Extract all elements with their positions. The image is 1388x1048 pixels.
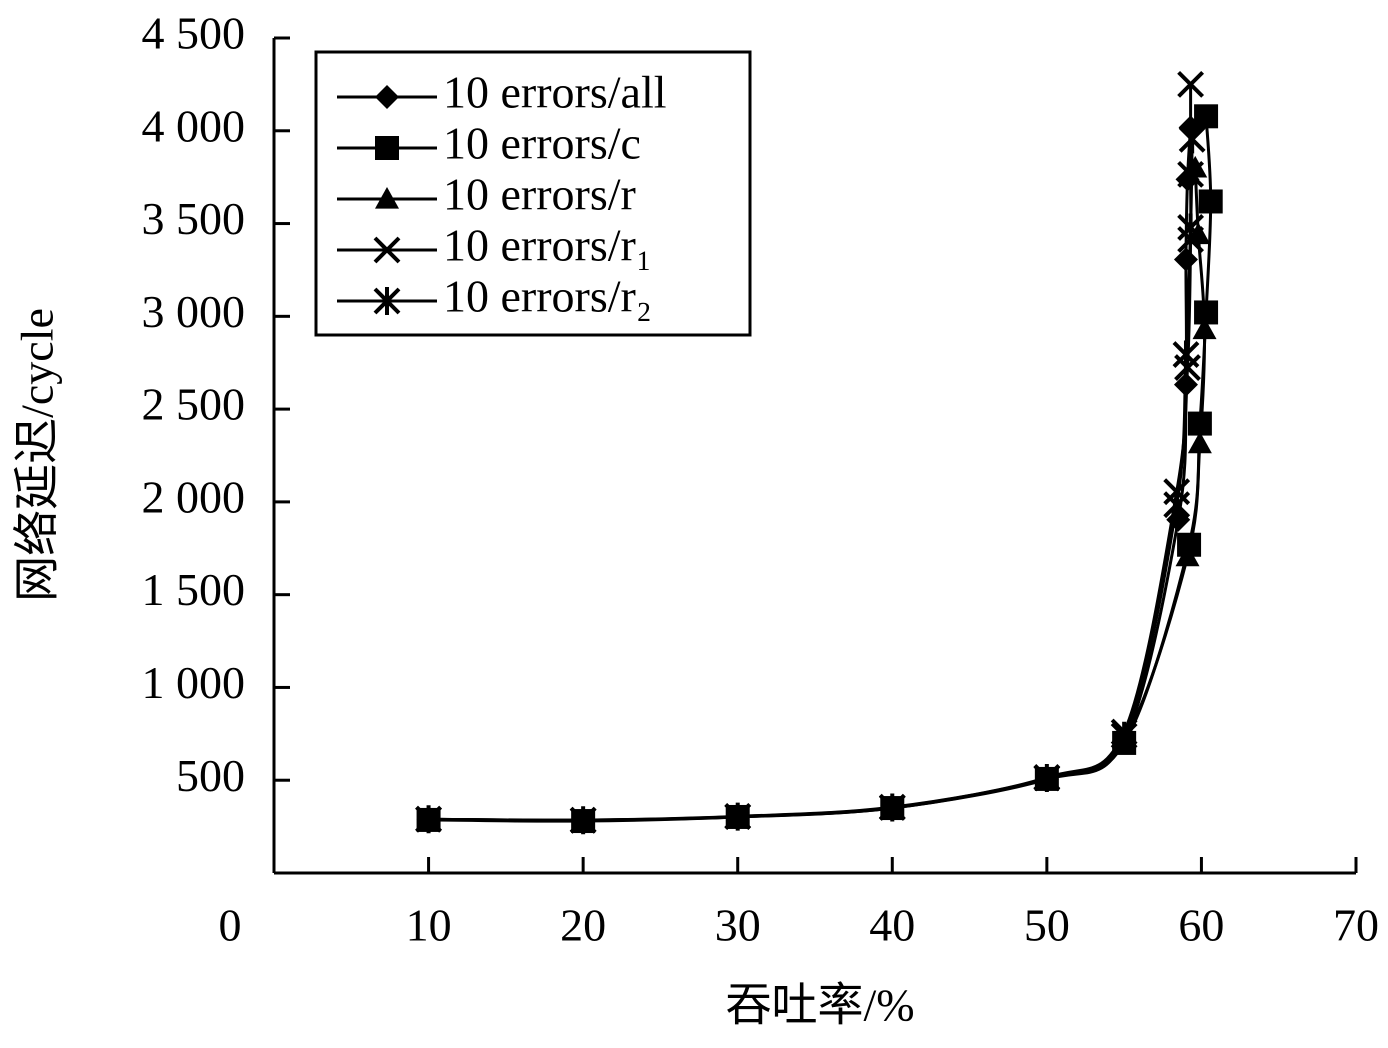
data-point (1172, 340, 1200, 369)
data-point (1033, 763, 1061, 792)
data-point (1173, 247, 1198, 272)
legend-marker (375, 85, 399, 109)
data-point (1177, 213, 1205, 242)
x-tick-label: 10 (406, 900, 452, 951)
legend-marker (375, 136, 399, 160)
y-tick-label: 1 000 (142, 657, 246, 708)
data-point (1194, 104, 1219, 129)
legend-label: 10 errors/c (443, 118, 641, 169)
x-tick-label: 0 (219, 900, 242, 951)
x-tick-label: 40 (869, 900, 915, 951)
x-axis-label: 吞吐率/% (725, 980, 914, 1031)
y-axis-label: 网络延迟/cycle (12, 308, 63, 602)
data-point (1187, 431, 1212, 454)
y-tick-label: 1 500 (142, 564, 246, 615)
x-tick-label: 50 (1024, 900, 1070, 951)
data-point (1178, 125, 1206, 154)
legend-label: 10 errors/r₂ (443, 271, 652, 322)
x-tick-label: 70 (1333, 900, 1379, 951)
y-tick-label: 500 (176, 750, 245, 801)
y-tick-label: 4 000 (142, 100, 246, 151)
y-tick-label: 3 000 (142, 286, 246, 337)
data-point (1198, 189, 1223, 214)
legend-marker (373, 287, 401, 315)
y-tick-label: 4 500 (142, 8, 246, 59)
data-point (724, 802, 752, 831)
x-tick-label: 60 (1178, 900, 1224, 951)
series-line (428, 139, 1194, 822)
data-point (1163, 490, 1191, 519)
legend-marker (375, 187, 399, 209)
data-point (878, 793, 906, 822)
data-point (1110, 721, 1138, 750)
data-point (415, 805, 442, 834)
data-point (1177, 70, 1205, 98)
x-tick-label: 20 (560, 900, 606, 951)
data-point (1175, 544, 1200, 567)
legend-label: 10 errors/all (443, 67, 667, 118)
data-point (569, 806, 597, 835)
y-tick-label: 2 500 (142, 379, 246, 430)
y-tick-label: 3 500 (142, 193, 246, 244)
y-tick-label: 2 000 (142, 471, 246, 522)
x-tick-label: 30 (715, 900, 761, 951)
legend-label: 10 errors/r (443, 169, 636, 220)
data-point (1192, 317, 1217, 340)
legend-label: 10 errors/r₁ (443, 220, 652, 271)
legend-marker (373, 236, 401, 264)
